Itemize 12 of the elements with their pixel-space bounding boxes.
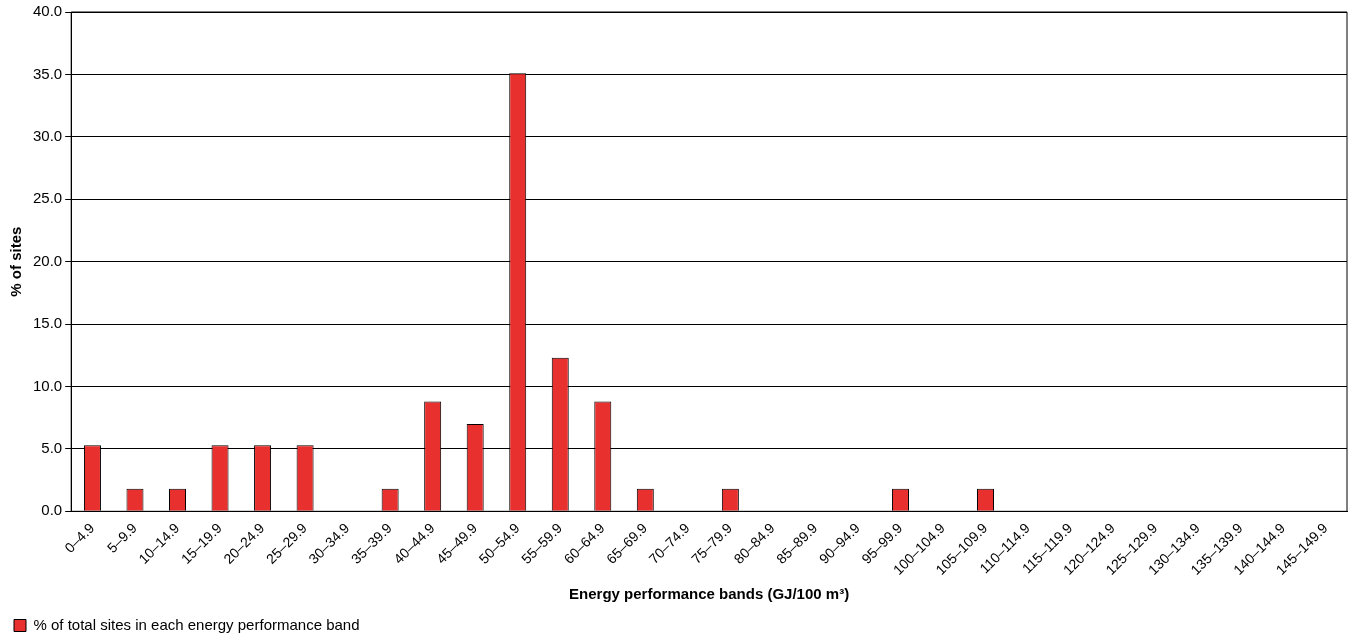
y-tick-label: 25.0 bbox=[32, 189, 63, 207]
y-tick-label: 20.0 bbox=[32, 251, 63, 269]
y-tick-label: 35.0 bbox=[32, 64, 63, 82]
y-axis-title: % of sites bbox=[7, 226, 25, 297]
y-tick-label: 5.0 bbox=[41, 439, 63, 457]
x-axis-title: Energy performance bands (GJ/100 m³) bbox=[569, 585, 850, 603]
y-tick-label: 40.0 bbox=[32, 2, 63, 20]
y-tick-label: 0.0 bbox=[41, 501, 63, 519]
y-tick-label: 30.0 bbox=[32, 126, 63, 144]
y-tick-label: 15.0 bbox=[32, 314, 63, 332]
y-tick-label: 10.0 bbox=[32, 376, 63, 394]
legend-label: % of total sites in each energy performance band bbox=[33, 615, 360, 633]
